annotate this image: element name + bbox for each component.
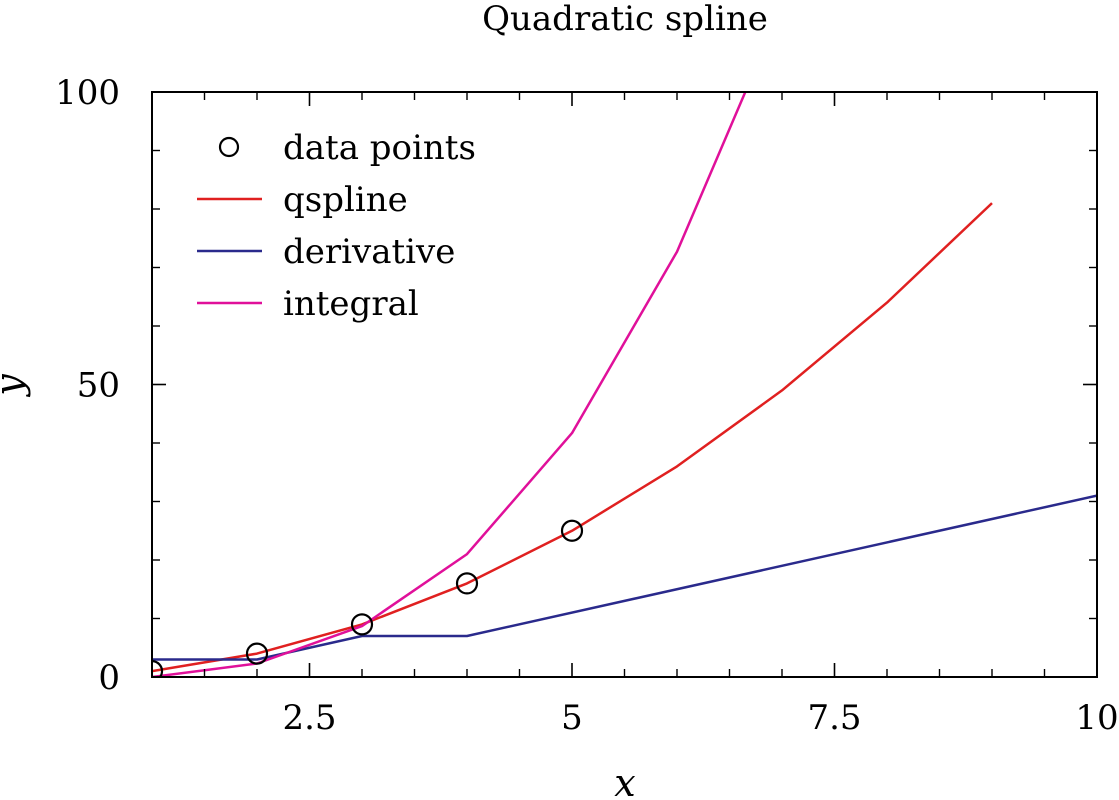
legend-entry: integral [197,284,419,324]
data-point [560,519,584,542]
legend: data points qspline derivative integral [197,128,476,324]
x-axis-label: x [614,761,635,800]
data-point [350,613,374,636]
series-line-qspline [152,202,993,673]
y-tick-label: 50 [77,366,120,406]
x-tick-label: 2.5 [282,698,336,738]
data-point [245,642,269,665]
y-tick-label: 0 [98,658,120,698]
legend-entry: derivative [197,232,455,272]
plot-area [152,92,1097,677]
legend-marker [218,136,240,158]
legend-label: qspline [283,180,408,220]
data-point [152,660,164,677]
legend-label: derivative [283,232,455,272]
x-tick-label: 5 [561,698,583,738]
y-axis-label: y [0,374,31,398]
data-point [455,572,479,595]
chart-title: Quadratic spline [482,0,768,39]
legend-label: data points [283,128,476,168]
x-tick-label: 7.5 [807,698,861,738]
x-tick-label: 10 [1075,698,1118,738]
series-line-derivative [152,494,1097,661]
legend-entry: data points [218,128,476,168]
legend-entry: qspline [197,180,408,220]
y-tick-label: 100 [55,73,120,113]
legend-label: integral [283,284,419,324]
